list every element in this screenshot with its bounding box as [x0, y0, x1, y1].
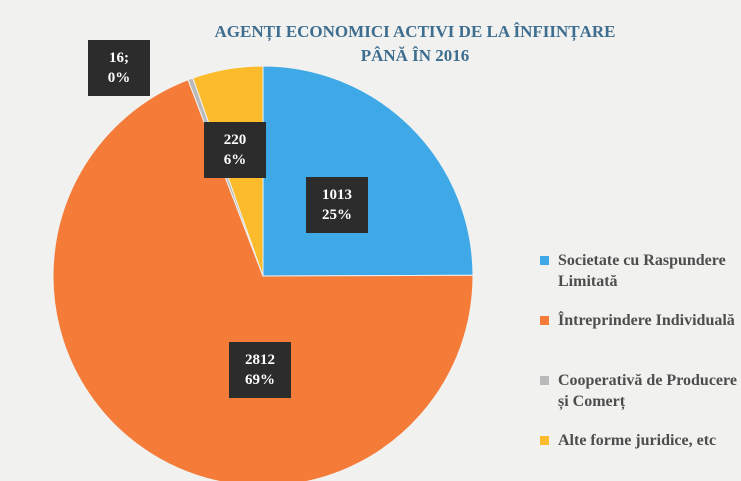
percent-label: 6% [223, 152, 247, 168]
pie-slice [262, 65, 474, 277]
legend-swatch [540, 316, 549, 325]
legend-item: Alte forme juridice, etc [540, 430, 740, 451]
legend-item: Societate cu Raspundere Limitată [540, 250, 740, 292]
value-label: 2812 [245, 352, 275, 368]
value-label: 220 [223, 132, 247, 148]
legend-item: Întreprindere Individuală [540, 310, 740, 331]
value-label: 16; [109, 50, 129, 66]
data-label: 220 6% [204, 122, 266, 178]
percent-label: 25% [322, 207, 352, 223]
percent-label: 69% [245, 372, 275, 388]
legend-item: Cooperativă de Producere și Comerț [540, 370, 740, 412]
legend-swatch [540, 436, 549, 445]
legend-swatch [540, 256, 549, 265]
legend-swatch [540, 376, 549, 385]
percent-label: 0% [107, 70, 131, 86]
data-label: 2812 69% [229, 342, 291, 398]
legend-label: Societate cu Raspundere Limitată [558, 252, 726, 290]
legend-label: Cooperativă de Producere și Comerț [558, 372, 737, 410]
legend-label: Alte forme juridice, etc [558, 432, 717, 449]
legend-label: Întreprindere Individuală [558, 312, 735, 329]
value-label: 1013 [322, 187, 352, 203]
chart-title: AGENȚI ECONOMICI ACTIVI DE LA ÎNFIINȚARE… [214, 22, 616, 65]
pie-slice [52, 79, 474, 481]
data-label: 16; 0% [88, 40, 150, 96]
data-label: 1013 25% [306, 177, 368, 233]
